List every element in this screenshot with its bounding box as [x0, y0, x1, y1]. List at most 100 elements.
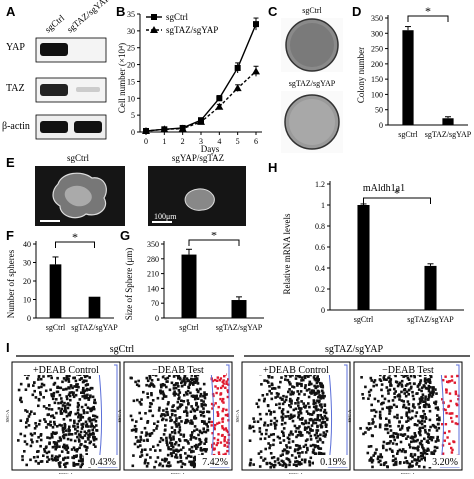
event-dot: [139, 438, 143, 441]
event-dot: [58, 465, 62, 468]
event-dot: [424, 416, 427, 419]
event-dot: [422, 450, 426, 453]
event-dot: [142, 390, 145, 394]
event-dot: [412, 382, 416, 385]
event-dot: [172, 387, 176, 390]
event-dot: [166, 376, 170, 380]
event-dot: [131, 464, 135, 468]
event-dot: [145, 453, 149, 457]
event-dot: [202, 400, 205, 403]
event-dot: [159, 462, 162, 465]
event-dot: [296, 398, 299, 402]
positive-event-dot: [214, 423, 217, 427]
event-dot: [284, 415, 287, 418]
positive-event-dot: [450, 416, 453, 420]
event-dot: [270, 392, 273, 395]
panel-label-b: B: [116, 4, 126, 19]
event-dot: [393, 392, 396, 395]
event-dot: [312, 389, 316, 393]
event-dot: [196, 390, 200, 394]
event-dot: [319, 397, 322, 400]
event-dot: [320, 395, 323, 398]
event-dot: [388, 409, 391, 412]
data-point: [215, 102, 224, 110]
positive-event-dot: [226, 430, 230, 434]
event-dot: [54, 455, 58, 458]
event-dot: [385, 386, 389, 389]
event-dot: [293, 414, 296, 418]
event-dot: [46, 460, 49, 463]
event-dot: [400, 385, 404, 388]
event-dot: [199, 414, 203, 417]
event-dot: [269, 452, 273, 455]
event-dot: [203, 391, 206, 394]
event-dot: [288, 417, 291, 420]
event-dot: [383, 397, 387, 401]
event-dot: [388, 380, 391, 384]
event-dot: [382, 446, 385, 450]
positive-event-dot: [457, 398, 460, 401]
event-dot: [298, 382, 301, 386]
event-dot: [199, 446, 203, 450]
event-dot: [285, 446, 289, 449]
event-dot: [184, 419, 188, 422]
event-dot: [268, 461, 272, 465]
event-dot: [309, 429, 312, 432]
event-dot: [139, 402, 143, 406]
event-dot: [398, 462, 402, 465]
event-dot: [42, 405, 46, 408]
event-dot: [42, 375, 45, 378]
event-dot: [172, 409, 175, 412]
event-dot: [203, 422, 206, 425]
event-dot: [156, 396, 160, 400]
bar: [88, 296, 101, 318]
event-dot: [370, 460, 374, 464]
event-dot: [308, 431, 311, 435]
event-dot: [416, 458, 420, 461]
data-point: [253, 21, 259, 28]
event-dot: [72, 464, 75, 467]
event-dot: [60, 412, 64, 415]
colony-plate-images: sgCtrl sgTAZ/sgYAP: [281, 6, 343, 153]
event-dot: [396, 384, 400, 388]
event-dot: [194, 464, 197, 467]
event-dot: [297, 427, 300, 430]
scale-bar-label: 100μm: [154, 212, 177, 221]
event-dot: [424, 457, 427, 461]
event-dot: [182, 400, 186, 403]
event-dot: [428, 465, 432, 469]
event-dot: [427, 395, 431, 399]
event-dot: [173, 409, 177, 413]
data-point: [216, 95, 223, 102]
event-dot: [308, 463, 312, 467]
event-dot: [49, 388, 52, 392]
event-dot: [281, 419, 284, 422]
event-dot: [166, 402, 170, 406]
event-dot: [80, 405, 84, 409]
event-dot: [34, 459, 38, 463]
event-dot: [198, 429, 202, 433]
event-dot: [301, 434, 304, 437]
event-dot: [420, 443, 424, 447]
sphere-micrographs: sgCtrl sgYAP/sgTAZ 100μm: [35, 153, 246, 226]
x-tick-label: 5: [236, 137, 240, 146]
positive-event-dot: [448, 412, 451, 415]
event-dot: [282, 394, 285, 398]
event-dot: [417, 455, 420, 459]
event-dot: [378, 410, 382, 414]
event-dot: [79, 416, 83, 419]
event-dot: [77, 413, 81, 416]
event-dot: [316, 375, 319, 378]
event-dot: [415, 463, 418, 466]
event-dot: [168, 433, 172, 437]
positive-event-dot: [221, 427, 224, 430]
event-dot: [94, 445, 97, 448]
event-dot: [28, 412, 32, 416]
event-dot: [87, 438, 90, 441]
event-dot: [267, 375, 271, 379]
event-dot: [392, 459, 395, 462]
event-dot: [68, 432, 71, 436]
event-dot: [323, 394, 326, 398]
event-dot: [406, 427, 409, 430]
event-dot: [310, 382, 313, 386]
